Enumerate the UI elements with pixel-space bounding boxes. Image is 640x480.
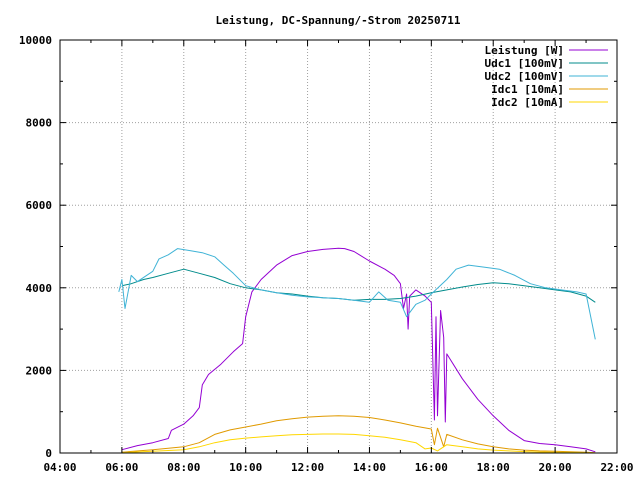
legend: Leistung [W]Udc1 [100mV]Udc2 [100mV]Idc1… <box>485 44 608 109</box>
series-line-4 <box>121 415 596 454</box>
y-tick-label: 8000 <box>26 117 53 130</box>
x-tick-label: 08:00 <box>167 461 200 474</box>
x-tick-label: 04:00 <box>43 461 76 474</box>
x-tick-label: 18:00 <box>477 461 510 474</box>
legend-entry-label: Udc1 [100mV] <box>485 57 564 70</box>
x-tick-label: 16:00 <box>415 461 448 474</box>
series-line-5 <box>121 433 596 454</box>
x-tick-label: 20:00 <box>539 461 572 474</box>
series-line-2 <box>121 268 596 303</box>
chart-title: Leistung, DC-Spannung/-Strom 20250711 <box>215 14 460 27</box>
series-line-3 <box>118 248 596 340</box>
series-line-1 <box>121 247 596 453</box>
y-tick-label: 6000 <box>26 199 53 212</box>
y-tick-label: 4000 <box>26 282 53 295</box>
x-tick-label: 06:00 <box>105 461 138 474</box>
y-tick-label: 2000 <box>26 364 53 377</box>
legend-entry-label: Idc1 [10mA] <box>491 83 564 96</box>
y-tick-label: 10000 <box>19 34 52 47</box>
legend-entry-label: Leistung [W] <box>485 44 564 57</box>
series-layer <box>118 247 596 454</box>
x-tick-label: 14:00 <box>353 461 386 474</box>
legend-entry-label: Idc2 [10mA] <box>491 96 564 109</box>
x-tick-label: 22:00 <box>600 461 633 474</box>
ticks-layer: 04:00 06:00 08:00 10:00 12:00 14:00 16:00 18:00… <box>19 34 634 474</box>
legend-entry-label: Udc2 [100mV] <box>485 70 564 83</box>
y-tick-label: 0 <box>45 447 52 460</box>
x-tick-label: 10:00 <box>229 461 262 474</box>
x-tick-label: 12:00 <box>291 461 324 474</box>
